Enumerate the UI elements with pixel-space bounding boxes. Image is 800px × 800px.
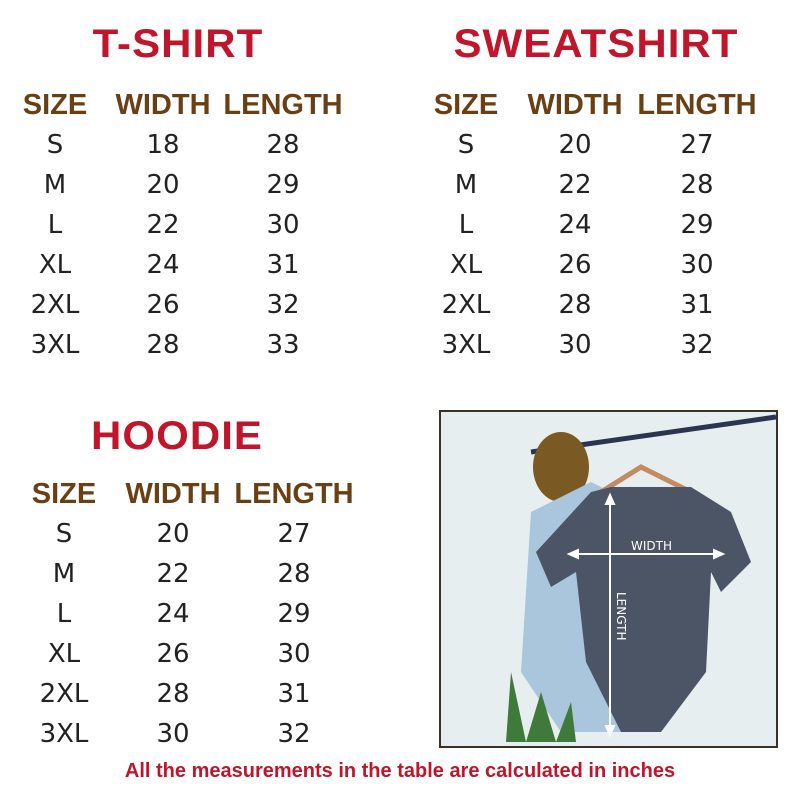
table-cell: 3XL — [39, 719, 89, 749]
table-cell: 31 — [680, 290, 714, 320]
table-cell: 2XL — [39, 679, 89, 709]
table-cell: 32 — [266, 290, 300, 320]
table-cell: S — [46, 130, 64, 160]
column-length: LENGTH 27 28 29 30 31 32 — [637, 85, 757, 365]
table-cell: 29 — [680, 210, 714, 240]
table-cell: 28 — [266, 130, 300, 160]
table-cell: 20 — [146, 170, 180, 200]
table-cell: 30 — [558, 330, 592, 360]
column-size: SIZE S M L XL 2XL 3XL — [4, 474, 124, 754]
table-cell: 24 — [156, 599, 190, 629]
table-cell: 28 — [146, 330, 180, 360]
table-cell: XL — [47, 639, 81, 669]
plant — [506, 672, 576, 742]
column-width: WIDTH 20 22 24 26 28 30 — [515, 85, 635, 365]
table-cell: 27 — [680, 130, 714, 160]
column-header: SIZE — [433, 89, 499, 121]
table-cell: 32 — [277, 719, 311, 749]
column-width: WIDTH 18 20 22 24 26 28 — [103, 85, 223, 365]
table-cell: 30 — [266, 210, 300, 240]
table-cell: 27 — [277, 519, 311, 549]
column-header: WIDTH — [527, 89, 623, 121]
table-cell: L — [56, 599, 72, 629]
table-cell: 26 — [146, 290, 180, 320]
table-cell: 30 — [680, 250, 714, 280]
table-cell: 24 — [146, 250, 180, 280]
table-cell: 20 — [156, 519, 190, 549]
table-cell: 33 — [266, 330, 300, 360]
table-cell: 22 — [558, 170, 592, 200]
column-length: LENGTH 28 29 30 31 32 33 — [223, 85, 343, 365]
tshirt — [536, 487, 751, 732]
length-arrow — [604, 492, 616, 738]
table-cell: 3XL — [441, 330, 491, 360]
shirt-measurement-photo: WIDTH LENGTH — [439, 410, 778, 748]
table-cell: L — [47, 210, 63, 240]
table-cell: L — [458, 210, 474, 240]
length-label: LENGTH — [614, 592, 628, 640]
column-header: LENGTH — [637, 89, 757, 121]
table-cell: XL — [38, 250, 72, 280]
table-cell: 29 — [266, 170, 300, 200]
column-header: LENGTH — [234, 478, 354, 510]
table-cell: 24 — [558, 210, 592, 240]
table-cell: XL — [449, 250, 483, 280]
table-cell: 30 — [277, 639, 311, 669]
table-cell: 26 — [156, 639, 190, 669]
table-cell: 29 — [277, 599, 311, 629]
width-label: WIDTH — [631, 539, 672, 553]
table-cell: 22 — [156, 559, 190, 589]
table-cell: 20 — [558, 130, 592, 160]
table-cell: M — [43, 170, 67, 200]
table-cell: S — [457, 130, 475, 160]
tshirt-title: T-SHIRT — [92, 22, 264, 66]
column-size: SIZE S M L XL 2XL 3XL — [0, 85, 115, 365]
column-width: WIDTH 20 22 24 26 28 30 — [113, 474, 233, 754]
column-header: SIZE — [31, 478, 97, 510]
table-cell: M — [52, 559, 76, 589]
column-header: LENGTH — [223, 89, 343, 121]
table-cell: 2XL — [30, 290, 80, 320]
sweatshirt-title: SWEATSHIRT — [453, 22, 739, 66]
table-cell: S — [55, 519, 73, 549]
hanger — [599, 464, 693, 495]
table-cell: 26 — [558, 250, 592, 280]
table-cell: M — [454, 170, 478, 200]
table-cell: 30 — [156, 719, 190, 749]
column-header: SIZE — [22, 89, 88, 121]
width-arrow — [566, 548, 726, 560]
column-header: WIDTH — [125, 478, 221, 510]
table-cell: 28 — [558, 290, 592, 320]
table-cell: 28 — [156, 679, 190, 709]
table-cell: 22 — [146, 210, 180, 240]
hoodie-title: HOODIE — [90, 414, 263, 458]
column-header: WIDTH — [115, 89, 211, 121]
measurement-note: All the measurements in the table are ca… — [124, 760, 676, 782]
table-cell: 31 — [266, 250, 300, 280]
table-cell: 31 — [277, 679, 311, 709]
column-size: SIZE S M L XL 2XL 3XL — [406, 85, 526, 365]
table-cell: 2XL — [441, 290, 491, 320]
hat — [533, 432, 589, 502]
column-length: LENGTH 27 28 29 30 31 32 — [234, 474, 354, 754]
table-cell: 28 — [680, 170, 714, 200]
table-cell: 32 — [680, 330, 714, 360]
table-cell: 3XL — [30, 330, 80, 360]
table-cell: 28 — [277, 559, 311, 589]
table-cell: 18 — [146, 130, 180, 160]
